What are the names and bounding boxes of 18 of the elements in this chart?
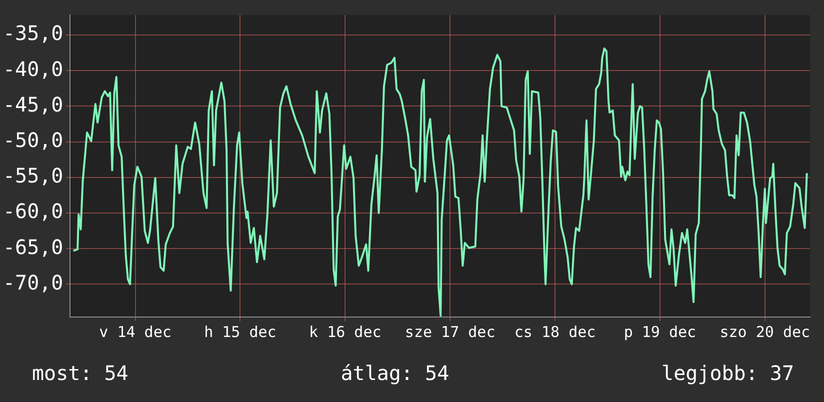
y-tick-label: -35,0	[2, 21, 64, 46]
x-tick-label: p 19 dec	[624, 322, 696, 341]
x-tick-label: h 15 dec	[204, 322, 276, 341]
x-tick-label: szo 20 dec	[720, 322, 810, 341]
y-tick-label: -65,0	[2, 234, 64, 259]
x-tick-label: k 16 dec	[309, 322, 382, 341]
x-tick-label: sze 17 dec	[404, 322, 496, 341]
y-tick-label: -60,0	[2, 199, 64, 224]
y-tick-label: -70,0	[2, 270, 64, 294]
text: most: 54	[32, 361, 128, 385]
text: átlag: 54	[340, 361, 450, 385]
y-tick-label: -55,0	[2, 164, 64, 188]
y-tick-label: -50,0	[2, 128, 64, 152]
y-tick-label: -45,0	[2, 92, 64, 116]
y-tick-label: -40,0	[2, 56, 64, 81]
x-tick-label: v 14 dec	[99, 322, 172, 341]
text: legjobb: 37	[662, 361, 794, 385]
x-tick-label: cs 18 dec	[514, 322, 596, 341]
